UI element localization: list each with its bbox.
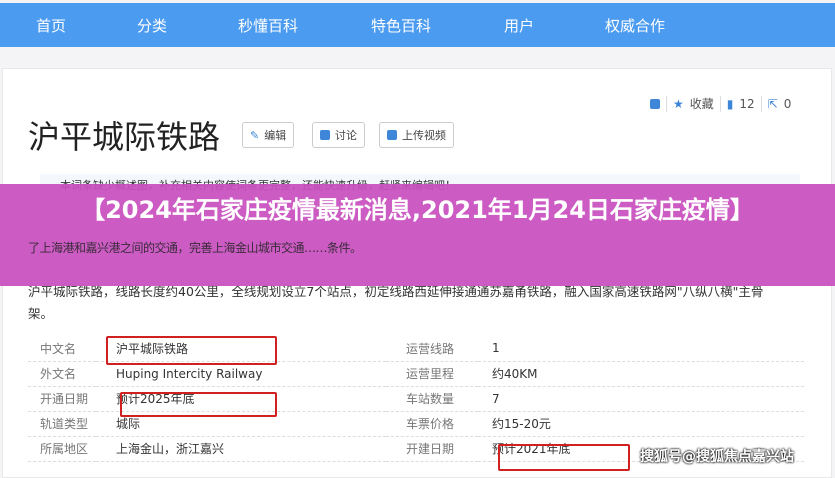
favorite-button[interactable]: 收藏 (689, 97, 714, 111)
table-row: 所属地区 上海金山，浙江嘉兴 开建日期 预计2021年底 (28, 436, 804, 462)
discuss-label: 讨论 (335, 129, 357, 142)
play-icon (387, 130, 397, 140)
nav-user[interactable]: 用户 (504, 16, 535, 35)
value: 约15-20元 (478, 411, 804, 437)
share-icon[interactable]: ⇱ (767, 96, 778, 111)
headline-banner: 【2024年石家庄疫情最新消息,2021年1月24日石家庄疫情】 (0, 184, 835, 286)
page-title: 沪平城际铁路 (28, 118, 221, 156)
highlight-box (120, 392, 277, 417)
nav-miaodong[interactable]: 秒懂百科 (238, 16, 299, 35)
nav-featured[interactable]: 特色百科 (371, 16, 432, 35)
upload-video-button[interactable]: 上传视频 (379, 122, 454, 148)
label: 轨道类型 (28, 411, 96, 437)
thumbs-up-icon[interactable]: ▮ (726, 96, 734, 111)
label: 车站数量 (386, 386, 478, 412)
label: 开建日期 (386, 436, 478, 462)
paragraph: 了上海港和嘉兴港之间的交通，完善上海金山城市交通……条件。 (28, 241, 362, 255)
upload-label: 上传视频 (402, 129, 446, 142)
pencil-icon: ✎ (250, 128, 260, 142)
table-row: 轨道类型 城际 车票价格 约15-20元 (28, 411, 804, 437)
discuss-button[interactable]: 讨论 (312, 122, 365, 148)
watermark: 搜狐号@搜狐焦点嘉兴站 (640, 449, 794, 465)
value: 7 (478, 386, 804, 412)
table-row: 中文名 沪平城际铁路 运营线路 1 (28, 336, 804, 362)
value: 上海金山，浙江嘉兴 (96, 436, 386, 462)
paragraph: 沪平城际铁路，线路长度约40公里，全线规划设立7个站点，初定线路西延伸接通通苏嘉… (28, 284, 764, 321)
label: 所属地区 (28, 436, 96, 462)
table-row: 开通日期 预计2025年底 车站数量 7 (28, 386, 804, 412)
star-icon: ★ (673, 96, 684, 111)
label: 运营里程 (386, 361, 478, 387)
edit-label: 编辑 (264, 129, 287, 142)
info-table: 中文名 沪平城际铁路 运营线路 1 外文名 Huping Intercity Railw… (28, 336, 804, 462)
value: 约40KM (478, 361, 804, 387)
share-count: 0 (783, 96, 792, 111)
add-icon[interactable] (650, 98, 660, 109)
nav-category[interactable]: 分类 (137, 16, 168, 35)
label: 外文名 (28, 361, 96, 387)
highlight-box (106, 336, 277, 365)
edit-button[interactable]: ✎ 编辑 (242, 122, 295, 148)
like-count: 12 (739, 96, 755, 111)
label: 运营线路 (386, 336, 478, 362)
label: 开通日期 (28, 386, 96, 412)
label: 车票价格 (386, 411, 478, 437)
value: 1 (478, 336, 804, 362)
chat-icon (320, 130, 330, 140)
value: 预计2025年底 (96, 386, 386, 412)
value: Huping Intercity Railway (96, 361, 386, 387)
value: 沪平城际铁路 (96, 336, 386, 362)
top-nav: 首页 分类 秒懂百科 特色百科 用户 权威合作 (0, 3, 835, 47)
label: 中文名 (28, 336, 96, 362)
table-row: 外文名 Huping Intercity Railway 运营里程 约40KM (28, 361, 804, 387)
action-bar: ★ 收藏 ▮ 12 ⇱ 0 (650, 95, 791, 112)
nav-home[interactable]: 首页 (36, 16, 67, 35)
nav-cooperation[interactable]: 权威合作 (605, 16, 666, 35)
highlight-box (498, 444, 630, 471)
